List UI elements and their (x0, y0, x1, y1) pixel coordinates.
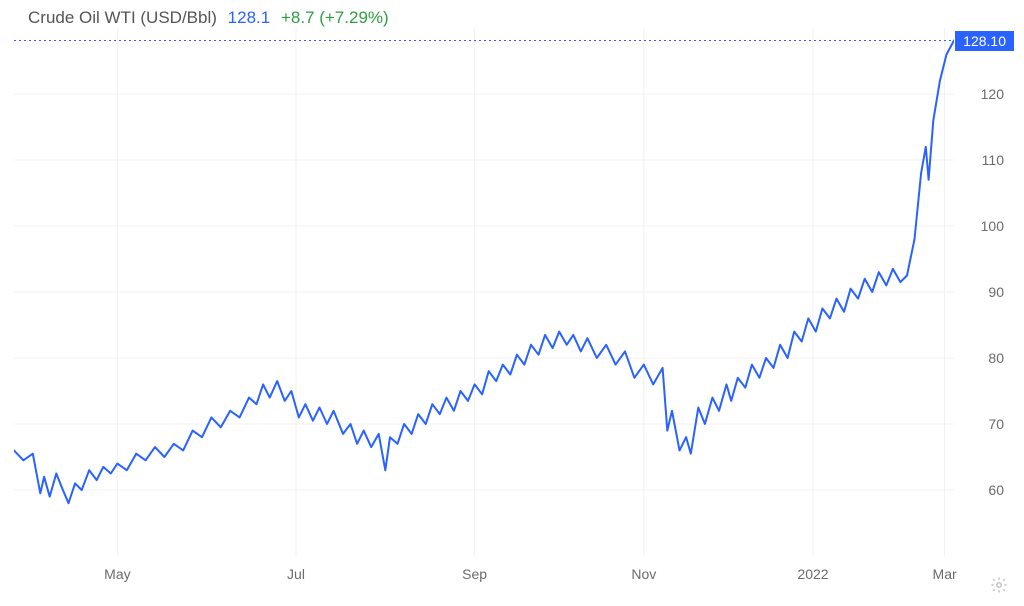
current-value-badge: 128.10 (955, 31, 1014, 51)
x-tick-label: Sep (462, 566, 487, 582)
y-tick-label: 100 (981, 218, 1004, 234)
chart-plot-area[interactable] (14, 28, 954, 556)
y-tick-label: 60 (988, 482, 1004, 498)
y-tick-label: 110 (982, 152, 1004, 168)
chart-header: Crude Oil WTI (USD/Bbl) 128.1 +8.7 (+7.2… (28, 8, 389, 28)
price-change: +8.7 (+7.29%) (281, 8, 389, 27)
x-tick-label: May (104, 566, 130, 582)
settings-icon[interactable] (990, 576, 1008, 594)
y-tick-label: 70 (988, 416, 1004, 432)
x-tick-label: Mar (933, 566, 957, 582)
instrument-title: Crude Oil WTI (USD/Bbl) (28, 8, 217, 27)
x-axis: May Jul Sep Nov 2022 Mar (14, 560, 954, 590)
y-tick-label: 80 (988, 350, 1004, 366)
x-tick-label: Nov (631, 566, 656, 582)
y-tick-label: 120 (981, 86, 1004, 102)
x-tick-label: 2022 (797, 566, 828, 582)
y-tick-label: 90 (988, 284, 1004, 300)
current-price: 128.1 (228, 8, 271, 27)
y-axis: 60 70 80 90 100 110 120 128.10 (954, 28, 1014, 556)
x-tick-label: Jul (287, 566, 305, 582)
price-line-chart (14, 28, 954, 556)
